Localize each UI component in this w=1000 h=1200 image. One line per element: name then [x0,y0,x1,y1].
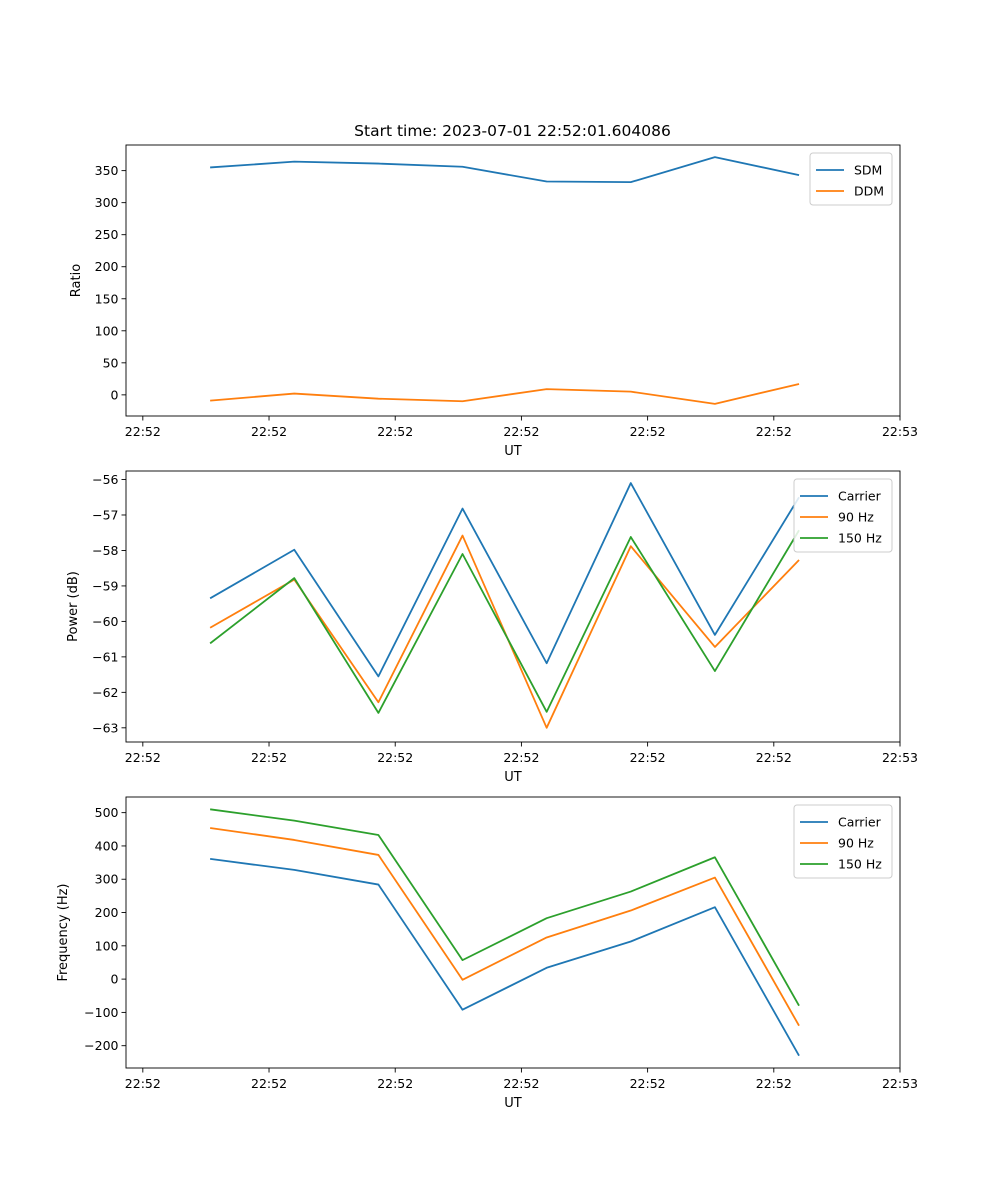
x-tick-label: 22:52 [503,424,539,439]
legend-label: 90 Hz [838,836,874,851]
axes-frame [125,796,901,1069]
series-line-150-hz [210,808,800,1007]
y-tick-label: 300 [95,872,119,887]
y-tick-label: −57 [92,507,118,522]
x-tick-label: 22:53 [882,424,918,439]
power-subplot: 22:52 22:52 22:52 22:52 22:52 22:52 22:53 −63 −6… [66,470,918,785]
x-axis-label: UT [504,444,522,459]
x-tick-label: 22:52 [503,1076,539,1091]
y-tick-label: 150 [95,291,119,306]
legend-label: SDM [854,163,882,178]
y-tick-label: 200 [95,905,119,920]
x-tick-label: 22:52 [756,750,792,765]
y-tick-label: 0 [111,972,119,987]
y-tick-label: 100 [95,323,119,338]
legend-label: 150 Hz [838,531,882,546]
x-tick-label: 22:52 [377,424,413,439]
x-tick-label: 22:52 [377,750,413,765]
series-line-150-hz [209,529,800,714]
legend-box [793,804,893,879]
y-tick-label: −60 [92,614,118,629]
x-tick-label: 22:52 [630,424,666,439]
y-tick-label: 300 [95,195,119,210]
y-tick-label: −61 [92,649,118,664]
x-tick-label: 22:52 [377,1076,413,1091]
y-tick-label: 350 [95,163,119,178]
legend-label: Carrier [838,815,882,830]
series-line-carrier [210,858,800,1057]
y-tick-label: −56 [92,472,118,487]
x-tick-label: 22:52 [251,1076,287,1091]
y-axis-label: Ratio [69,264,84,297]
y-tick-label: −62 [92,685,118,700]
y-tick-label: 100 [95,938,119,953]
y-tick-label: 500 [95,805,119,820]
series-line-sdm [210,156,800,184]
x-tick-label: 22:52 [125,750,161,765]
x-tick-label: 22:52 [630,750,666,765]
axes-frame [125,144,901,417]
x-tick-label: 22:52 [756,424,792,439]
x-tick-label: 22:52 [251,424,287,439]
y-tick-label: 0 [111,387,119,402]
legend-box [793,478,893,553]
figure-title: Start time: 2023-07-01 22:52:01.604086 [354,122,671,140]
legend-label: DDM [854,184,884,199]
series-line-ddm [210,383,800,405]
ratio-subplot: 22:52 22:52 22:52 22:52 22:52 22:52 22:53 0 50 10… [69,144,918,459]
x-tick-label: 22:52 [125,1076,161,1091]
legend-label: 150 Hz [838,857,882,872]
x-tick-label: 22:52 [251,750,287,765]
x-tick-label: 22:52 [125,424,161,439]
y-tick-label: −100 [84,1005,118,1020]
legend-box [809,152,893,206]
y-tick-label: −63 [92,720,118,735]
y-tick-label: −59 [92,578,118,593]
x-tick-label: 22:52 [630,1076,666,1091]
y-tick-label: 200 [95,259,119,274]
axes-frame [125,470,901,743]
y-tick-label: −200 [84,1038,118,1053]
x-axis-label: UT [504,1096,522,1111]
x-axis-label: UT [504,770,522,785]
series-line-carrier [209,482,800,678]
y-tick-label: −58 [92,543,118,558]
y-axis-label: Power (dB) [66,571,81,642]
y-tick-label: 250 [95,227,119,242]
y-tick-label: 50 [103,355,119,370]
y-tick-label: 400 [95,838,119,853]
x-tick-label: 22:52 [503,750,539,765]
x-tick-label: 22:52 [756,1076,792,1091]
x-tick-label: 22:53 [882,1076,918,1091]
frequency-subplot: 22:52 22:52 22:52 22:52 22:52 22:52 22:53 −200 −… [56,796,918,1111]
series-line-90-hz [210,827,800,1027]
legend-label: 90 Hz [838,510,874,525]
y-axis-label: Frequency (Hz) [56,883,71,981]
legend-label: Carrier [838,489,882,504]
x-tick-label: 22:53 [882,750,918,765]
